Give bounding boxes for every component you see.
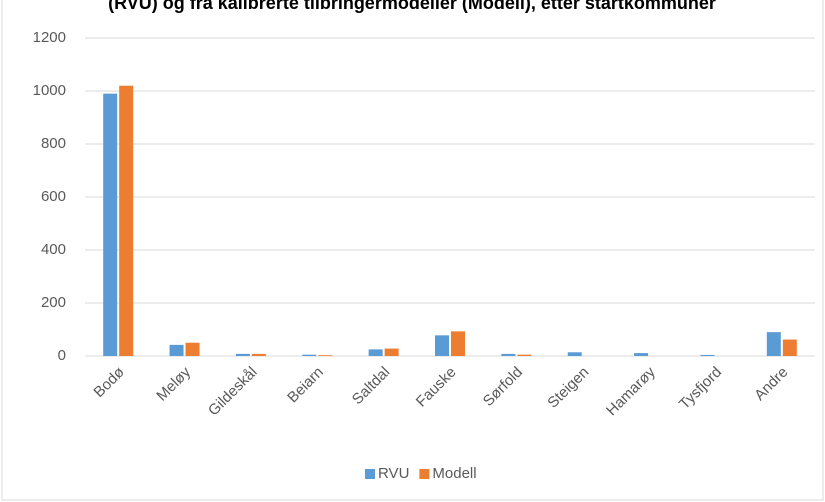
- bar: [251, 353, 266, 356]
- bar: [318, 355, 333, 356]
- y-tick-label: 200: [41, 294, 66, 311]
- y-tick-label: 600: [41, 188, 66, 205]
- y-tick-label: 1200: [33, 29, 66, 46]
- bar: [700, 354, 715, 356]
- x-tick-label: Saltdal: [349, 364, 393, 408]
- y-tick-label: 800: [41, 135, 66, 152]
- y-tick-label: 0: [58, 347, 66, 364]
- x-tick-label: Andre: [751, 364, 791, 404]
- chart-title: (RVU) og fra kalibrerte tilbringermodell…: [108, 0, 716, 13]
- y-tick-label: 1000: [33, 82, 66, 99]
- x-tick-label: Meløy: [153, 363, 194, 404]
- bar: [235, 353, 250, 356]
- bar: [119, 85, 134, 356]
- legend-swatch: [419, 469, 430, 479]
- bar: [368, 349, 383, 356]
- x-tick-label: Beiarn: [284, 364, 327, 407]
- x-tick-label: Fauske: [413, 364, 460, 411]
- x-tick-label: Bodø: [90, 364, 127, 401]
- bar: [384, 348, 399, 356]
- y-tick-label: 400: [41, 241, 66, 258]
- bar: [766, 332, 781, 356]
- x-tick-label: Hamarøy: [603, 363, 659, 419]
- bar: [567, 352, 582, 356]
- bar: [103, 93, 118, 357]
- x-tick-label: Tysfjord: [676, 364, 725, 413]
- bar: [501, 353, 516, 356]
- bar: [169, 344, 184, 356]
- legend-label: RVU: [378, 465, 409, 482]
- legend-swatch: [365, 469, 375, 479]
- x-tick-label: Steigen: [544, 364, 592, 412]
- bar: [782, 339, 797, 356]
- bar: [517, 354, 532, 356]
- bar: [185, 342, 200, 356]
- x-tick-label: Sørfold: [480, 364, 526, 410]
- bar: [435, 335, 449, 356]
- x-tick-label: Gildeskål: [205, 364, 261, 420]
- bar: [302, 354, 317, 356]
- bar: [451, 331, 465, 356]
- bar: [634, 353, 649, 356]
- legend-label: Modell: [432, 465, 476, 482]
